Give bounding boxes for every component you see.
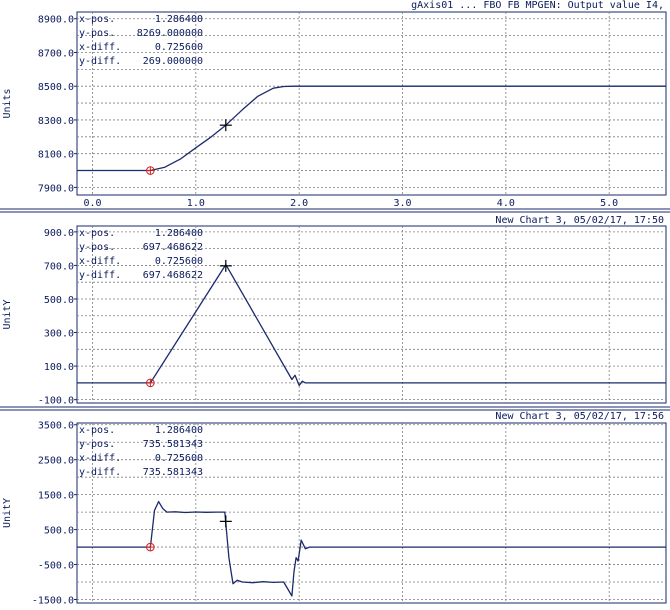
y-tick-label: 900.0 bbox=[44, 228, 74, 239]
y-tick-label: 2500.0 bbox=[38, 456, 74, 467]
y-tick-label: -500.0 bbox=[38, 561, 74, 572]
chart-panel-3: New Chart 3, 05/02/17, 17:56 -1500.0 -500.… bbox=[2, 411, 667, 607]
readout-value: 8269.000000 bbox=[137, 28, 203, 39]
readout-value: 269.000000 bbox=[143, 56, 203, 67]
x-tick-label: 4.0 bbox=[497, 198, 515, 209]
y-tick-label: 700.0 bbox=[44, 261, 74, 272]
x-tick-label: 3.0 bbox=[393, 198, 411, 209]
y-tick-label: 8100.0 bbox=[38, 150, 74, 161]
readout-value: 697.468622 bbox=[143, 242, 203, 253]
y-tick-label: 8700.0 bbox=[38, 48, 74, 59]
readout-label: x-pos. bbox=[79, 228, 115, 239]
y-tick-label: 8300.0 bbox=[38, 116, 74, 127]
readout-label: y-pos. bbox=[79, 242, 115, 253]
readout-value: 0.725600 bbox=[155, 256, 203, 267]
y-tick-label: 100.0 bbox=[44, 362, 74, 373]
y-tick-label: -1500.0 bbox=[32, 596, 74, 607]
x-tick-label: 0.0 bbox=[83, 198, 101, 209]
series-line bbox=[77, 263, 666, 387]
y-axis-label: Units bbox=[2, 88, 13, 118]
chart-title: gAxis01 ... FBO FB MPGEN: Output value I… bbox=[411, 0, 664, 11]
y-tick-label: 3500.0 bbox=[38, 421, 74, 432]
readout-label: y-diff. bbox=[79, 270, 121, 281]
y-tick-label: 500.0 bbox=[44, 295, 74, 306]
readout-label: x-diff. bbox=[79, 42, 121, 53]
readout-label: y-diff. bbox=[79, 56, 121, 67]
readout-value: 0.725600 bbox=[155, 453, 203, 464]
x-tick-label: 5.0 bbox=[600, 198, 618, 209]
readout-label: x-pos. bbox=[79, 14, 115, 25]
readout-value: 1.286400 bbox=[155, 425, 203, 436]
y-tick-label: 8500.0 bbox=[38, 82, 74, 93]
readout-label: y-pos. bbox=[79, 28, 115, 39]
series-line bbox=[77, 85, 666, 172]
y-tick-label: 8900.0 bbox=[38, 15, 74, 26]
readout-label: x-diff. bbox=[79, 453, 121, 464]
y-axis-label: UnitY bbox=[2, 498, 13, 528]
readout-value: 735.581343 bbox=[143, 439, 203, 450]
readout-value: 0.725600 bbox=[155, 42, 203, 53]
readout-label: y-diff. bbox=[79, 467, 121, 478]
y-tick-label: 500.0 bbox=[44, 526, 74, 537]
series-line bbox=[77, 500, 666, 597]
chart-panel-2: New Chart 3, 05/02/17, 17:50 -100.0 100.0 3… bbox=[2, 215, 667, 407]
plot-frame bbox=[76, 422, 667, 604]
y-axis-label: UnitY bbox=[2, 299, 13, 329]
y-tick-label: -100.0 bbox=[38, 396, 74, 407]
plot-frame bbox=[76, 11, 667, 196]
chart-title: New Chart 3, 05/02/17, 17:50 bbox=[495, 215, 664, 226]
readout-label: y-pos. bbox=[79, 439, 115, 450]
plot-frame bbox=[76, 225, 667, 404]
readout-value: 735.581343 bbox=[143, 467, 203, 478]
x-tick-label: 1.0 bbox=[187, 198, 205, 209]
readout-value: 697.468622 bbox=[143, 270, 203, 281]
readout-label: x-diff. bbox=[79, 256, 121, 267]
readout-label: x-pos. bbox=[79, 425, 115, 436]
y-tick-label: 300.0 bbox=[44, 329, 74, 340]
chart-title: New Chart 3, 05/02/17, 17:56 bbox=[495, 411, 664, 422]
y-tick-label: 1500.0 bbox=[38, 491, 74, 502]
x-tick-label: 2.0 bbox=[290, 198, 308, 209]
chart-panel-1: gAxis01 ... FBO FB MPGEN: Output value I… bbox=[2, 0, 667, 209]
readout-value: 1.286400 bbox=[155, 14, 203, 25]
readout-value: 1.286400 bbox=[155, 228, 203, 239]
y-tick-label: 7900.0 bbox=[38, 183, 74, 194]
